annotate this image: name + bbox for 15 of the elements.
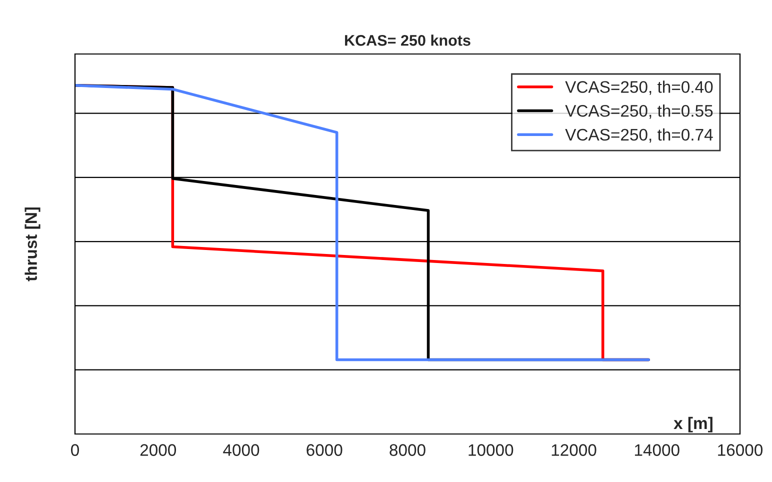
legend-label: VCAS=250, th=0.55 bbox=[565, 104, 713, 119]
x-tick-label: 6000 bbox=[306, 444, 342, 456]
x-tick-label: 0 bbox=[71, 444, 79, 456]
x-tick-label: 8000 bbox=[390, 444, 426, 456]
legend-label: VCAS=250, th=0.40 bbox=[565, 80, 713, 95]
y-axis-title: thrust [N] bbox=[24, 207, 40, 282]
chart-title: KCAS= 250 knots bbox=[345, 34, 470, 46]
x-tick-label: 16000 bbox=[718, 444, 763, 456]
x-tick-label: 10000 bbox=[468, 444, 514, 456]
x-tick-label: 2000 bbox=[140, 444, 176, 456]
legend-label: VCAS=250, th=0.74 bbox=[565, 128, 713, 143]
x-tick-label: 14000 bbox=[634, 444, 680, 456]
x-tick-label: 4000 bbox=[223, 444, 260, 456]
x-tick-label: 12000 bbox=[552, 444, 596, 456]
x-axis-title: x [m] bbox=[674, 416, 712, 432]
